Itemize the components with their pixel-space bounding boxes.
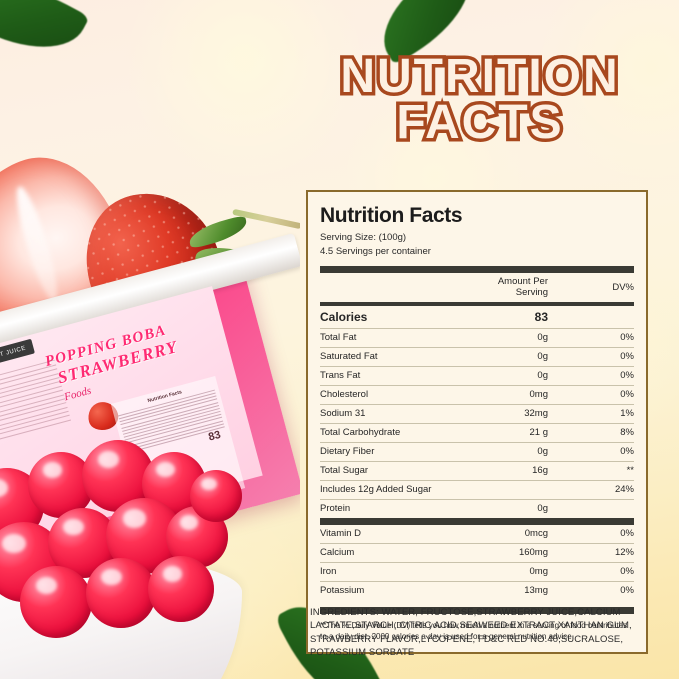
table-row: Potassium 13mg 0% — [320, 581, 634, 600]
nutrition-main-table: Calories 83 Total Fat 0g 0% Saturated Fat 0g 0%… — [320, 305, 634, 518]
nutrient-amount: 0g — [490, 442, 582, 462]
serving-info: Serving Size: (100g) 4.5 Servings per co… — [320, 231, 634, 259]
table-row: Includes 12g Added Sugar 24% — [320, 480, 634, 500]
nutrient-name: Total Fat — [320, 328, 490, 348]
nutrient-amount: 21 g — [490, 423, 582, 443]
nutrient-daily-value: 0% — [582, 442, 634, 462]
nutrient-amount: 0mg — [490, 562, 582, 582]
nutrition-facts-heading: Nutrition Facts — [320, 204, 463, 227]
daily-value-footnote: **The % Daily Value (DV) tells you how m… — [320, 620, 628, 641]
boba-pearl — [148, 556, 214, 622]
nutrient-name: Total Sugar — [320, 461, 490, 481]
nutrient-daily-value: 0% — [620, 585, 634, 597]
nutrient-daily-value: ** — [582, 461, 634, 481]
boba-pearl — [190, 470, 242, 522]
nutrient-name: Saturated Fat — [320, 347, 490, 367]
table-row: Total Sugar 16g ** — [320, 461, 634, 481]
nutrient-name: Trans Fat — [320, 366, 490, 386]
nutrient-name: Calcium — [320, 543, 490, 563]
pouch-calories-value: 83 — [207, 428, 223, 444]
divider-thick-top — [320, 265, 634, 273]
page-title-line2: FACTS — [393, 95, 565, 150]
nutrient-amount: 0g — [490, 347, 582, 367]
header-spacer — [320, 273, 490, 302]
nutrient-amount: 16g — [490, 461, 582, 481]
nutrient-name: Includes 12g Added Sugar — [320, 480, 490, 500]
product-photo: FRUIT JUICE POPPING BOBA STRAWBERRY Food… — [0, 0, 300, 679]
nutrient-daily-value: 0% — [582, 562, 634, 582]
servings-per-container: 4.5 Servings per container — [320, 245, 431, 257]
nutrient-daily-value — [582, 305, 634, 329]
nutrient-daily-value: 0% — [582, 328, 634, 348]
nutrient-amount: 0g — [490, 366, 582, 386]
nutrient-amount: 83 — [490, 305, 582, 329]
serving-size: Serving Size: (100g) — [320, 232, 407, 244]
nutrient-amount: 0mg — [490, 385, 582, 405]
nutrient-amount — [490, 480, 582, 500]
nutrient-name: Vitamin D — [320, 524, 490, 544]
divider-thick-mid — [320, 517, 634, 525]
nutrient-daily-value: 0% — [582, 385, 634, 405]
boba-pearl — [20, 566, 92, 638]
divider-medium — [320, 301, 634, 306]
nutrient-daily-value: 1% — [582, 404, 634, 424]
nutrient-amount: 0g — [537, 503, 548, 515]
table-row: Total Carbohydrate 21 g 8% — [320, 423, 634, 443]
nutrition-header-table: Amount Per Serving DV% — [320, 273, 634, 302]
table-header-row: Amount Per Serving DV% — [320, 273, 634, 302]
table-row: Dietary Fiber 0g 0% — [320, 442, 634, 462]
nutrient-amount: 0g — [490, 328, 582, 348]
nutrition-facts-card: Nutrition Facts Serving Size: (100g) 4.5… — [306, 190, 648, 655]
nutrient-name: Dietary Fiber — [320, 442, 490, 462]
nutrient-daily-value: 0% — [582, 524, 634, 544]
nutrient-amount: 160mg — [490, 543, 582, 563]
nutrient-amount: 32mg — [490, 404, 582, 424]
nutrient-name: Calories — [320, 305, 490, 329]
table-row: Trans Fat 0g 0% — [320, 366, 634, 386]
table-row: Cholesterol 0mg 0% — [320, 385, 634, 405]
nutrient-name: Iron — [320, 562, 490, 582]
boba-pearl — [86, 558, 156, 628]
nutrient-daily-value: 8% — [582, 423, 634, 443]
header-amount-per-serving: Amount Per Serving — [497, 276, 548, 299]
nutrient-name: Cholesterol — [320, 385, 490, 405]
nutrient-name: Total Carbohydrate — [320, 423, 490, 443]
header-dv-percent: DV% — [612, 281, 634, 293]
divider-thick-bottom — [320, 606, 634, 614]
table-row: Calcium 160mg 12% — [320, 543, 634, 563]
page-title: NUTRITION FACTS — [300, 49, 660, 150]
nutrient-name: Sodium 31 — [320, 404, 490, 424]
table-row: Vitamin D 0mcg 0% — [320, 524, 634, 544]
nutrient-daily-value: 0% — [582, 347, 634, 367]
nutrient-daily-value: 12% — [582, 543, 634, 563]
nutrient-amount: 13mg — [524, 585, 548, 597]
table-row: Total Fat 0g 0% — [320, 328, 634, 348]
nutrient-name: Potassium — [320, 585, 365, 597]
nutrient-daily-value: 0% — [582, 366, 634, 386]
nutrient-daily-value — [582, 499, 634, 518]
nutrition-vitamins-table: Vitamin D 0mcg 0% Calcium 160mg 12% Iron 0mg 0% P… — [320, 524, 634, 600]
page-title-line1: NUTRITION — [337, 49, 621, 104]
nutrient-name: Protein — [320, 503, 351, 515]
table-row: Sodium 31 32mg 1% — [320, 404, 634, 424]
table-row: Iron 0mg 0% — [320, 562, 634, 582]
ingredients-text: INGREDIENTS: WATER, FRUCTOSE,STRAWBERRY … — [310, 607, 632, 659]
table-row: Protein 0g — [320, 499, 634, 518]
table-row: Calories 83 — [320, 305, 634, 329]
nutrient-amount: 0mcg — [490, 524, 582, 544]
table-row: Saturated Fat 0g 0% — [320, 347, 634, 367]
nutrient-daily-value: 24% — [582, 480, 634, 500]
